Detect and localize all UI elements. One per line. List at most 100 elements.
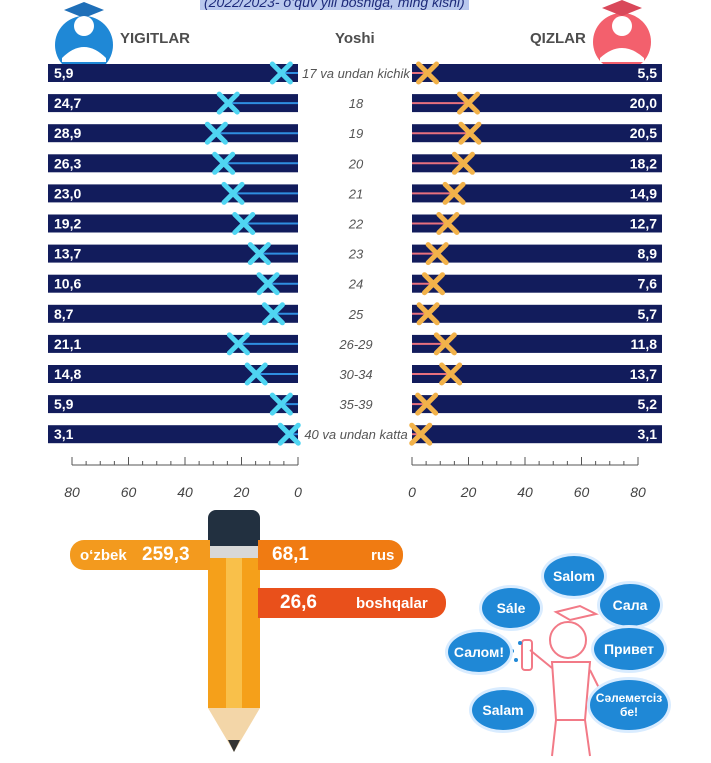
age-category-label: 40 va undan katta [304,427,407,442]
male-avatar-icon [55,2,113,74]
right-tick-label: 60 [574,484,590,500]
female-value-label: 13,7 [630,366,657,382]
age-category-label: 25 [348,307,364,322]
male-marker [256,272,280,296]
greeting-sala: Сала [600,584,660,626]
male-marker [269,61,293,85]
age-category-label: 19 [349,126,363,141]
male-marker [221,181,245,205]
age-category-label: 24 [348,277,363,292]
bar-right-row [412,425,662,444]
male-marker [247,242,271,266]
callout-uzbek-name: o‘zbek [80,547,127,564]
male-value-label: 13,7 [54,246,81,262]
male-value-label: 24,7 [54,95,81,111]
right-tick-label: 40 [517,484,533,500]
left-tick-label: 60 [121,484,137,500]
female-marker [436,212,460,235]
female-marker [442,181,466,205]
bar-right-row [412,214,662,233]
male-value-label: 5,9 [54,396,74,412]
age-header: Yoshi [335,30,375,47]
bar-left-row [48,365,298,383]
female-value-label: 12,7 [630,216,657,232]
male-marker [277,422,301,446]
male-value-label: 8,7 [54,306,74,322]
greeting-sale: Sále [482,588,540,628]
greeting-privet: Привет [594,628,664,670]
female-marker [409,422,433,446]
male-value-label: 23,0 [54,185,81,201]
female-value-label: 5,5 [638,65,658,81]
age-category-label: 17 va undan kichik [302,66,411,81]
female-value-label: 3,1 [638,426,658,442]
bar-right-row [412,64,662,82]
bar-left-row [48,425,298,444]
left-tick-label: 40 [177,484,193,500]
callout-others: 26,6 boshqalar [258,588,446,618]
female-marker [421,272,445,296]
bar-left-row [48,154,298,173]
bar-left-row [48,395,298,414]
callout-rus-value: 68,1 [272,544,309,565]
male-marker [261,302,285,326]
right-tick-label: 20 [460,484,477,500]
callout-uzbek: o‘zbek 259,3 [70,540,210,570]
callout-rus-name: rus [371,547,395,564]
right-tick-label: 0 [408,484,416,500]
female-marker [415,392,439,416]
male-marker [226,332,250,356]
bar-right-row [412,395,662,414]
female-marker [439,362,463,386]
left-tick-label: 20 [233,484,250,500]
greeting-salemetsiz: Сәлеметсіз бе! [590,680,668,730]
callout-others-value: 26,6 [280,592,317,613]
bar-left-row [48,304,298,323]
age-category-label: 22 [348,217,364,232]
female-header: QIZLAR [530,30,586,47]
bar-right-row [412,154,662,173]
male-marker [212,151,236,175]
male-marker [216,91,240,115]
male-value-label: 28,9 [54,125,81,141]
bar-right-row [412,304,662,323]
bar-right-row [412,184,662,203]
female-value-label: 5,7 [638,306,658,322]
right-tick-label: 80 [630,484,646,500]
bar-left-row [48,64,298,82]
bar-left-row [48,214,298,233]
female-marker [416,61,440,85]
bar-left-row [48,124,298,143]
female-value-label: 11,8 [631,336,658,352]
male-value-label: 14,8 [54,366,81,382]
male-value-label: 5,9 [54,65,74,81]
bar-right-row [412,334,662,353]
female-value-label: 18,2 [630,155,657,171]
male-marker [204,121,228,145]
female-marker [458,121,482,145]
male-marker [244,362,268,386]
female-value-label: 8,9 [638,246,658,262]
left-tick-label: 0 [294,484,302,500]
bar-right-row [412,274,662,293]
female-value-label: 5,2 [638,396,658,412]
female-avatar-icon [593,0,651,71]
age-category-label: 18 [349,96,364,111]
age-category-label: 30-34 [339,367,372,382]
age-category-label: 23 [348,247,364,262]
male-value-label: 3,1 [54,426,74,442]
greeting-salom: Salom [544,556,604,596]
greeting-salam: Salam [472,690,534,730]
bar-left-row [48,244,298,263]
butterfly-chart: 5,9 5,5 17 va undan kichik 24,7 20,0 18 28,9 20… [48,61,662,500]
female-marker [457,91,480,115]
male-value-label: 19,2 [54,216,81,232]
callout-uzbek-value: 259,3 [142,544,190,565]
callout-rus: 68,1 rus [258,540,403,570]
female-value-label: 14,9 [630,185,657,201]
chart-subtitle: (2022/2023- o‘quv yili boshiga, ming kis… [200,0,469,10]
female-marker [433,332,457,356]
female-marker [416,302,440,326]
female-value-label: 20,0 [630,95,657,111]
